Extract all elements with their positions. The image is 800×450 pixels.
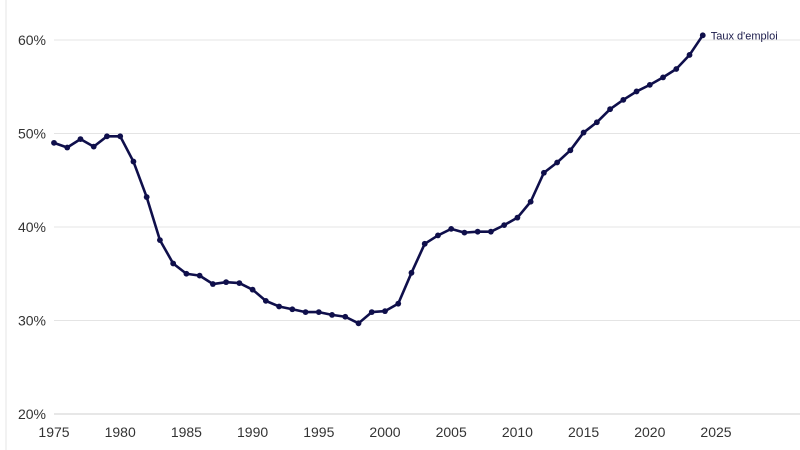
data-point-2021 (660, 74, 666, 81)
data-point-2022 (673, 66, 680, 72)
x-tick-label: 2000 (369, 424, 400, 440)
y-tick-label: 20% (18, 406, 46, 422)
data-point-2012 (540, 169, 547, 176)
x-tick-label: 2020 (634, 424, 665, 440)
y-tick-label: 30% (18, 313, 46, 329)
data-point-1997 (342, 313, 349, 320)
data-point-2017 (607, 106, 613, 113)
y-tick-label: 60% (18, 32, 46, 48)
x-tick-label: 2005 (436, 424, 467, 440)
data-point-1980 (117, 133, 124, 140)
x-axis-tick-labels: 1975 1980 1985 1990 1995 2000 2005 2010 2015 2020… (38, 424, 731, 440)
data-point-1989 (236, 280, 243, 286)
data-point-1978 (90, 143, 97, 150)
data-point-1992 (276, 303, 282, 310)
data-point-1979 (104, 133, 110, 140)
data-point-1998 (355, 320, 362, 327)
gridlines (5, 0, 800, 450)
data-point-1983 (157, 237, 163, 243)
data-point-2000 (382, 308, 388, 315)
data-point-2011 (527, 198, 534, 205)
data-point-2018 (620, 96, 627, 103)
data-point-2024 (699, 32, 706, 39)
data-point-2016 (593, 119, 600, 126)
data-point-2019 (633, 88, 640, 95)
data-point-2002 (408, 269, 415, 276)
data-point-1994 (302, 309, 309, 315)
data-point-1985 (183, 270, 190, 277)
x-tick-label: 1985 (171, 424, 202, 440)
data-point-1981 (130, 158, 137, 165)
data-point-1986 (196, 272, 203, 279)
series-label: Taux d'emploi (711, 30, 778, 42)
data-point-2014 (567, 147, 574, 154)
x-tick-label: 2015 (568, 424, 599, 440)
data-point-1990 (249, 286, 256, 293)
data-point-2023 (686, 52, 693, 58)
data-point-2001 (395, 300, 402, 307)
data-point-1988 (223, 279, 230, 286)
y-axis-tick-labels: 20% 30% 40% 50% 60% (18, 32, 46, 422)
x-tick-label: 1975 (38, 424, 69, 440)
data-point-1991 (262, 297, 269, 304)
y-tick-label: 50% (18, 126, 46, 142)
data-point-2020 (646, 81, 653, 88)
x-tick-label: 2010 (502, 424, 533, 440)
data-point-1975 (51, 139, 57, 146)
data-point-2010 (514, 214, 521, 221)
data-point-1984 (170, 260, 177, 267)
data-point-2013 (554, 159, 561, 166)
data-point-1996 (329, 311, 335, 318)
data-point-2015 (580, 129, 587, 136)
data-point-1982 (143, 194, 150, 200)
series-line (52, 34, 705, 325)
x-tick-label: 1990 (237, 424, 268, 440)
data-point-2009 (501, 222, 508, 229)
data-point-1976 (64, 144, 71, 151)
data-point-2004 (435, 232, 441, 239)
data-point-2008 (488, 228, 494, 235)
series-layer: Taux d'emploi (51, 30, 778, 327)
y-tick-label: 40% (18, 219, 46, 235)
x-tick-label: 1995 (303, 424, 334, 440)
data-point-1995 (315, 309, 322, 315)
data-point-1977 (77, 136, 84, 143)
x-tick-label: 1980 (105, 424, 136, 440)
x-tick-label: 2025 (700, 424, 731, 440)
data-point-2006 (461, 229, 468, 236)
data-point-2003 (421, 240, 428, 247)
data-point-2007 (474, 228, 481, 235)
data-point-1999 (368, 309, 375, 315)
data-point-1993 (289, 306, 296, 313)
data-point-2005 (448, 225, 455, 232)
data-point-1987 (209, 281, 216, 287)
